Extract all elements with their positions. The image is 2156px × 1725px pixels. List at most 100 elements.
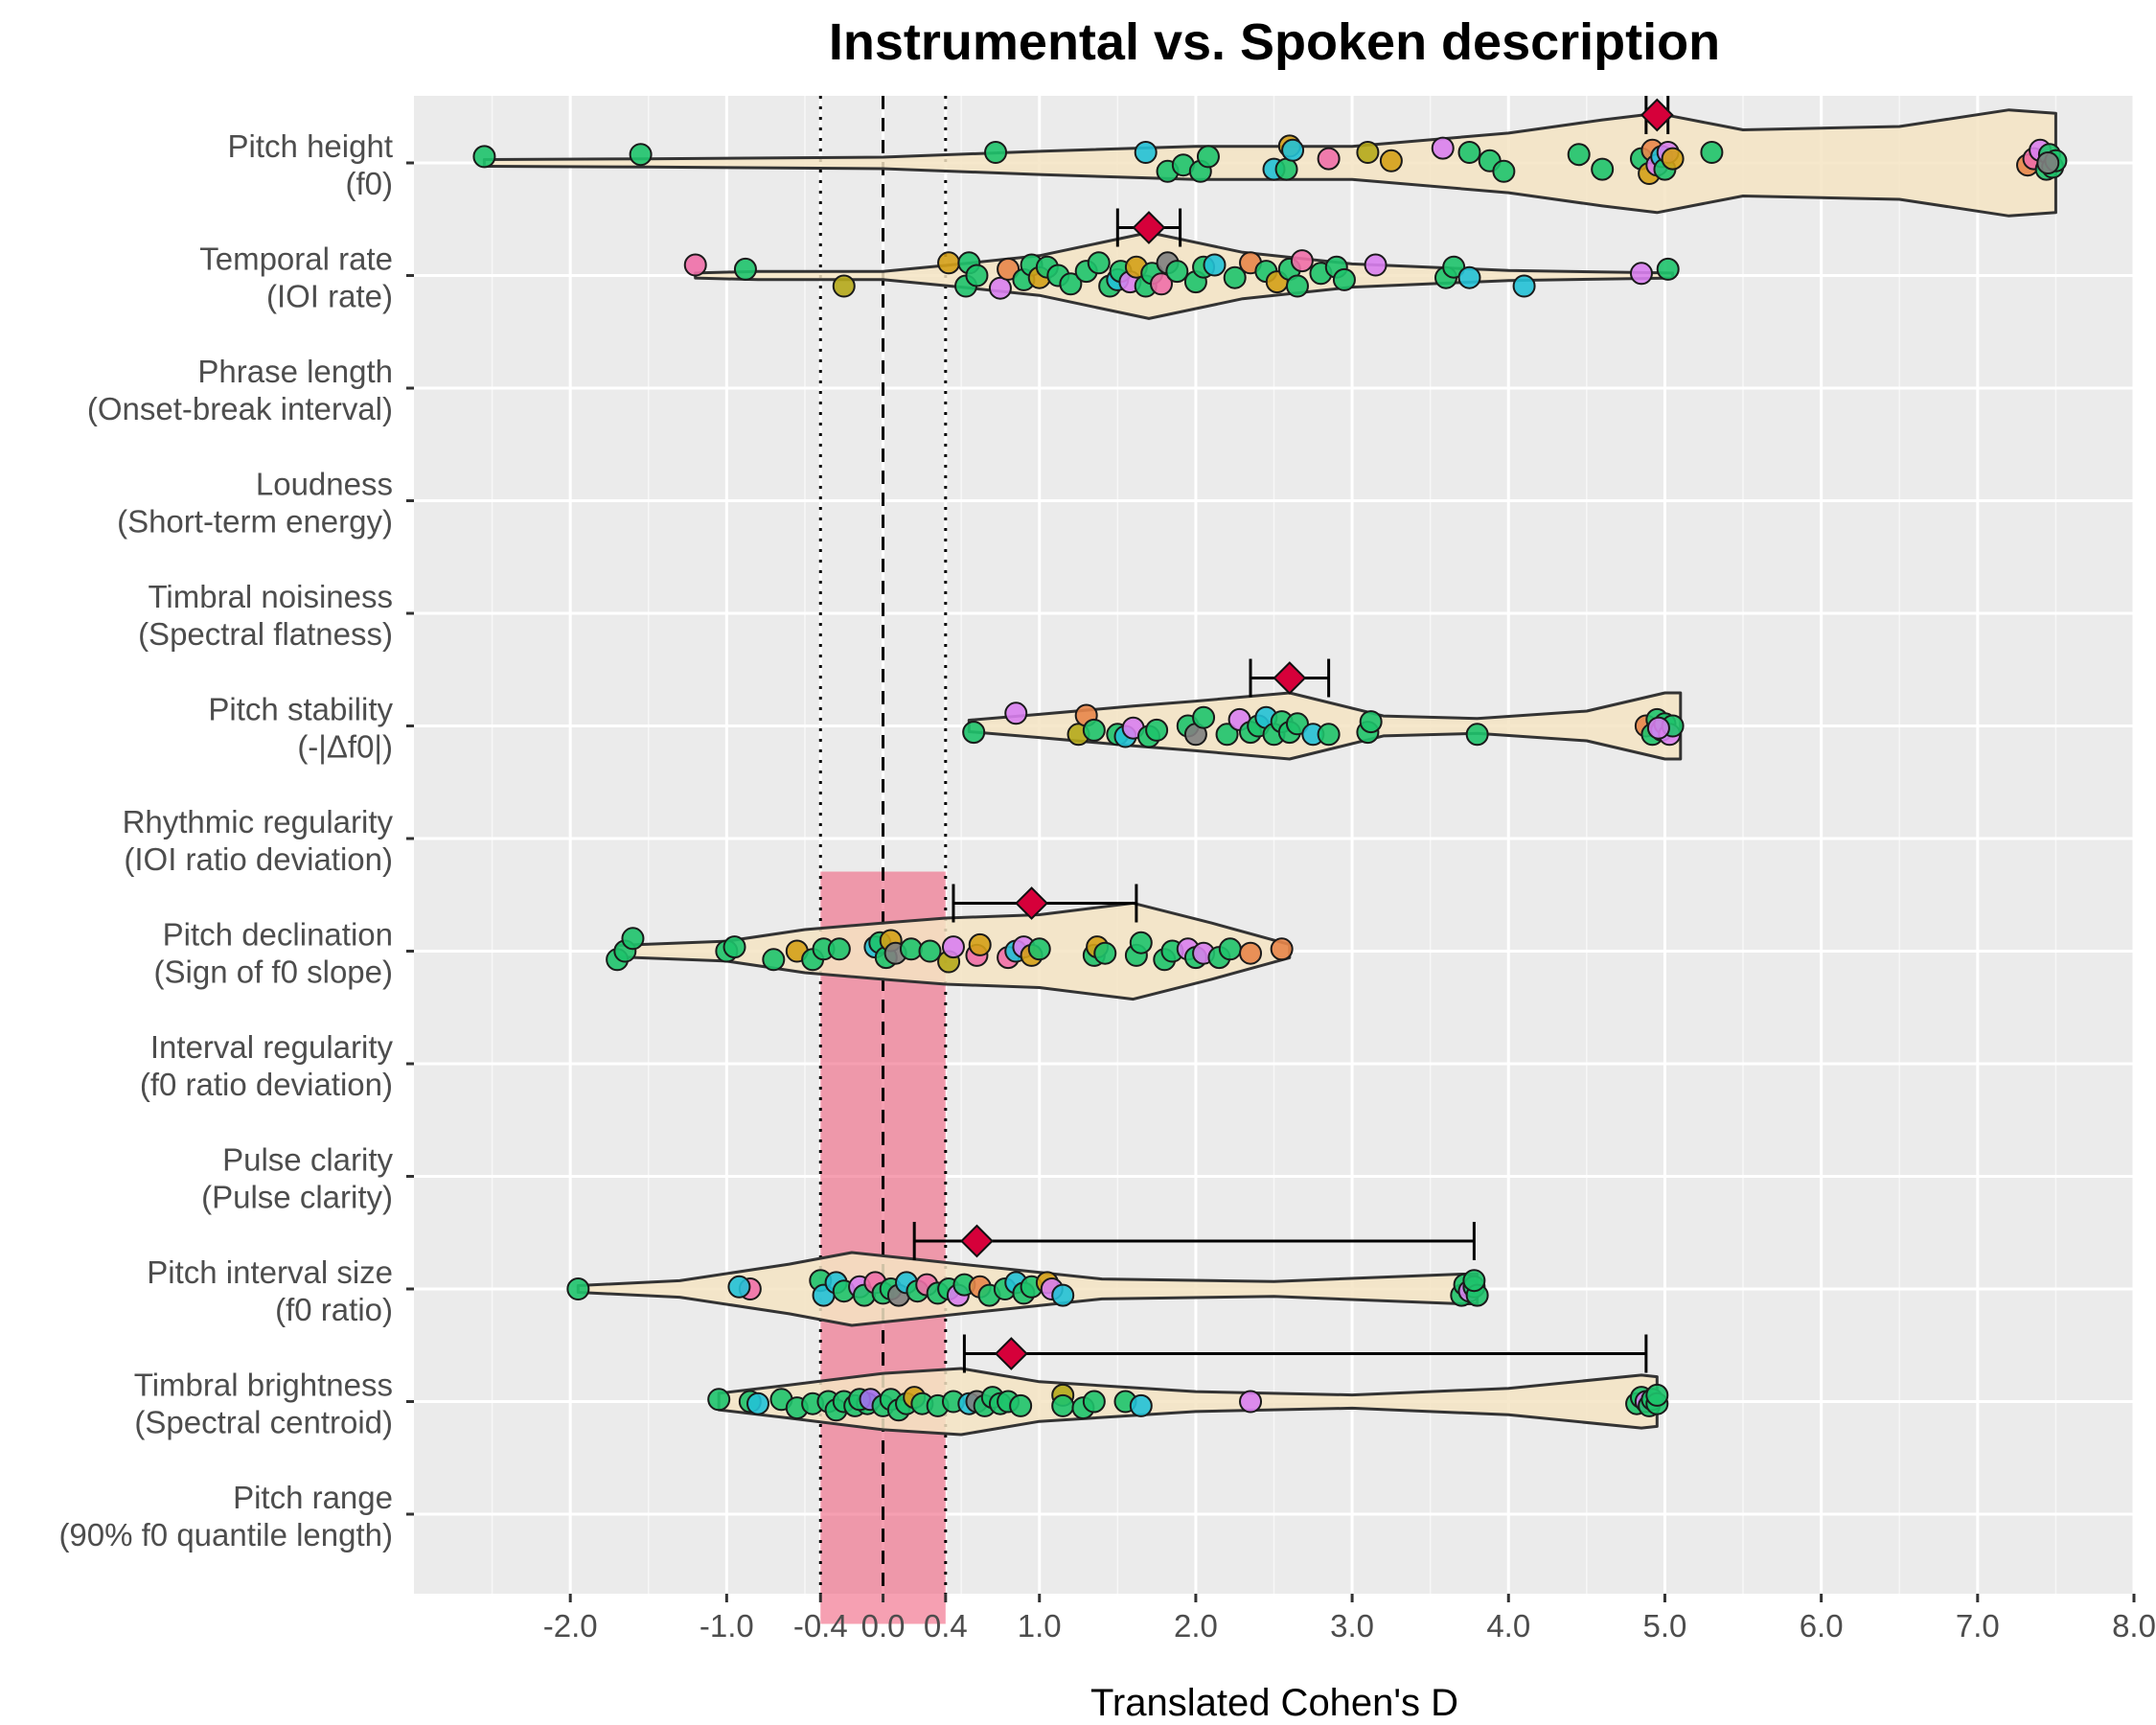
data-point [1431,136,1455,160]
data-point [1656,257,1680,281]
data-point [899,937,923,961]
data-point [472,145,496,169]
data-point [1239,1390,1263,1414]
x-tick-label: 4.0 [1486,1608,1530,1644]
category-sublabel: (f0 ratio deviation) [140,1067,393,1102]
data-point [1150,272,1174,296]
category-label: Timbral noisiness [148,579,393,614]
x-tick-label: 6.0 [1800,1608,1844,1644]
category-label: Loudness [256,467,393,502]
y-axis-labels: Pitch height(f0) Temporal rate(IOI rate) P… [58,128,414,1552]
x-tick-label: 1.0 [1018,1608,1062,1644]
data-point [1059,272,1083,296]
category-label: Timbral brightness [134,1368,393,1403]
data-point [918,939,942,963]
data-point [1492,159,1516,183]
mean-marker [1640,98,1674,132]
data-point [1442,255,1466,279]
x-tick-label: -0.4 [793,1608,848,1644]
data-point [1661,147,1685,171]
data-point [1317,147,1341,171]
data-point [962,721,986,745]
mean-marker [994,1337,1028,1370]
reference-lines [818,96,948,1594]
category-label: Pulse clarity [222,1142,393,1178]
mean-marker [1015,886,1048,920]
category-label: Pitch height [228,128,393,164]
data-point [1215,723,1239,747]
data-point [937,251,961,275]
data-point [2036,151,2060,174]
category-sublabel: (-|Δf0|) [297,729,393,765]
mean-marker [960,1224,994,1258]
data-point [827,937,851,961]
x-tick-label: 7.0 [1956,1608,2000,1644]
data-point [1134,141,1158,164]
category-label: Pitch declination [163,917,393,953]
data-point [1359,710,1383,734]
data-point [1457,265,1481,289]
data-point [1129,931,1153,954]
data-point [984,141,1008,164]
data-point [727,1275,751,1299]
x-axis-ticks: -2.0 -1.0 -0.4 0.0 0.4 1.0 2.0 3.0 4.0 5.0 6.0 7.0 8… [543,1594,2156,1644]
data-point [566,1277,590,1300]
data-point [1087,251,1111,275]
data-point [1285,712,1309,736]
data-point [629,143,653,167]
data-point [1004,702,1028,725]
data-point [1223,265,1247,289]
x-tick-label: -2.0 [543,1608,598,1644]
data-point [621,927,645,951]
data-point [988,276,1012,300]
x-tick-label: 2.0 [1174,1608,1218,1644]
data-point [683,253,707,277]
data-point [941,935,965,959]
x-tick-label: 8.0 [2112,1608,2156,1644]
x-axis-label: Translated Cohen's D [1090,1682,1458,1724]
category-sublabel: (IOI ratio deviation) [124,841,393,877]
data-point [1457,141,1481,164]
data-point [1285,274,1309,298]
data-point [1465,723,1489,747]
category-sublabel: (Short-term energy) [117,504,393,540]
category-label: Pitch interval size [147,1254,393,1290]
data-point [1051,1283,1075,1307]
category-sublabel: (Pulse clarity) [201,1180,393,1215]
data-point [707,1388,731,1412]
chart-title: Instrumental vs. Spoken description [829,13,1720,71]
x-tick-label: 5.0 [1643,1608,1687,1644]
data-point [1379,149,1403,172]
data-point [1646,716,1670,740]
data-point [1203,253,1227,277]
grid-lines [414,96,2136,1594]
category-sublabel: (90% f0 quantile length) [58,1517,393,1552]
data-point [1027,937,1051,961]
data-point [1165,260,1189,284]
violin-shape [717,1367,1659,1437]
data-point [1218,937,1242,961]
data-point [1082,718,1106,742]
data-point [1009,1393,1033,1417]
data-point [746,1392,769,1415]
data-point [832,274,856,298]
data-point [733,257,757,281]
data-point [1567,143,1591,167]
data-point [1051,1393,1075,1417]
data-point [1093,941,1117,965]
data-point [1700,141,1724,164]
category-sublabel: (IOI rate) [266,279,393,314]
data-point [762,948,786,972]
data-point [1281,138,1305,162]
category-label: Pitch range [233,1480,393,1515]
category-sublabel: (Onset-break interval) [87,391,393,426]
category-label: Phrase length [197,354,393,389]
data-point [1145,718,1169,742]
category-sublabel: (Sign of f0 slope) [154,954,393,990]
category-label: Interval regularity [150,1029,394,1065]
data-point [1629,262,1653,286]
data-point [1290,249,1314,273]
category-sublabel: (Spectral centroid) [134,1405,393,1440]
